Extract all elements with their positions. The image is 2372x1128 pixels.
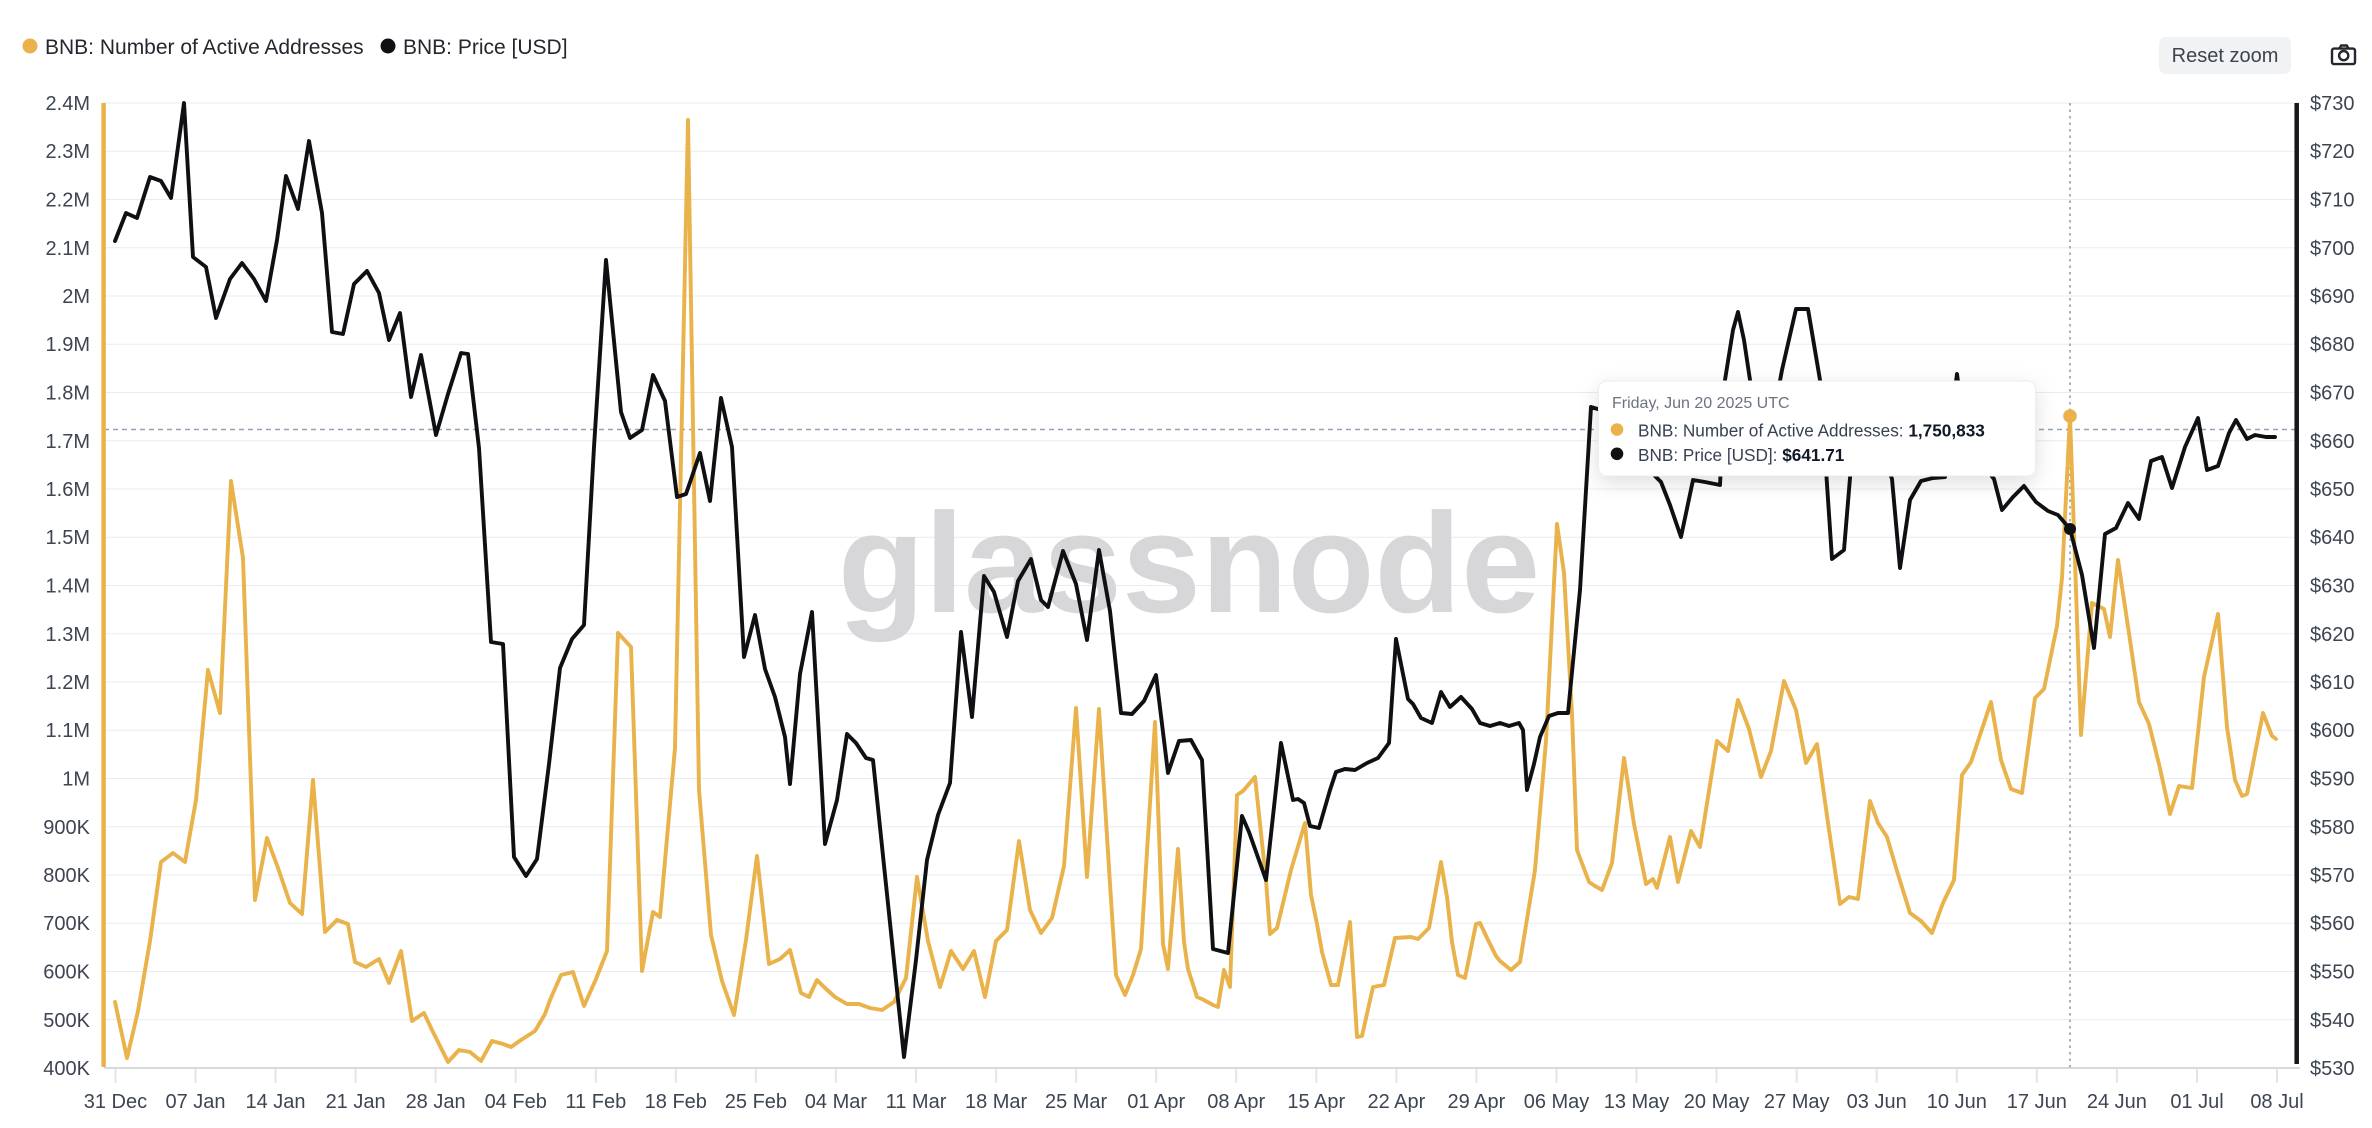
svg-text:1M: 1M	[62, 769, 90, 791]
svg-text:2.2M: 2.2M	[46, 190, 90, 212]
svg-text:BNB: Price [USD]: $641.71: BNB: Price [USD]: $641.71	[1638, 445, 1845, 465]
svg-text:$590: $590	[2310, 769, 2355, 791]
svg-text:2M: 2M	[62, 286, 90, 308]
svg-text:04 Feb: 04 Feb	[485, 1091, 547, 1113]
svg-text:$720: $720	[2310, 141, 2355, 163]
svg-text:$670: $670	[2310, 383, 2355, 405]
svg-text:$570: $570	[2310, 865, 2355, 887]
svg-text:1.7M: 1.7M	[46, 431, 90, 453]
svg-text:01 Apr: 01 Apr	[1127, 1091, 1185, 1113]
svg-text:25 Feb: 25 Feb	[725, 1091, 787, 1113]
svg-text:$610: $610	[2310, 672, 2355, 694]
svg-text:29 Apr: 29 Apr	[1447, 1091, 1505, 1113]
svg-text:08 Apr: 08 Apr	[1207, 1091, 1265, 1113]
svg-text:13 May: 13 May	[1604, 1091, 1670, 1113]
svg-text:Friday, Jun 20 2025 UTC: Friday, Jun 20 2025 UTC	[1612, 395, 1790, 412]
svg-text:Reset zoom: Reset zoom	[2172, 45, 2279, 67]
svg-text:500K: 500K	[43, 1010, 90, 1032]
svg-text:1.4M: 1.4M	[46, 576, 90, 598]
svg-text:600K: 600K	[43, 962, 90, 984]
svg-text:1.3M: 1.3M	[46, 624, 90, 646]
svg-text:22 Apr: 22 Apr	[1367, 1091, 1425, 1113]
svg-text:28 Jan: 28 Jan	[406, 1091, 466, 1113]
svg-text:20 May: 20 May	[1684, 1091, 1750, 1113]
svg-text:10 Jun: 10 Jun	[1927, 1091, 1987, 1113]
svg-text:11 Mar: 11 Mar	[886, 1091, 947, 1113]
svg-text:1.9M: 1.9M	[46, 334, 90, 356]
svg-text:06 May: 06 May	[1524, 1091, 1590, 1113]
svg-text:11 Feb: 11 Feb	[565, 1091, 626, 1113]
svg-text:400K: 400K	[43, 1058, 90, 1080]
svg-text:$550: $550	[2310, 962, 2355, 984]
svg-text:BNB: Number of Active Addresse: BNB: Number of Active Addresses	[45, 36, 364, 59]
svg-text:31 Dec: 31 Dec	[84, 1091, 147, 1113]
svg-text:BNB: Price [USD]: BNB: Price [USD]	[403, 36, 568, 59]
svg-text:2.1M: 2.1M	[46, 238, 90, 260]
svg-text:24 Jun: 24 Jun	[2087, 1091, 2147, 1113]
svg-text:$630: $630	[2310, 576, 2355, 598]
svg-text:2.3M: 2.3M	[46, 141, 90, 163]
svg-text:$690: $690	[2310, 286, 2355, 308]
svg-text:$540: $540	[2310, 1010, 2355, 1032]
svg-text:700K: 700K	[43, 913, 90, 935]
svg-text:$660: $660	[2310, 431, 2355, 453]
svg-text:07 Jan: 07 Jan	[165, 1091, 225, 1113]
svg-text:$730: $730	[2310, 93, 2355, 115]
svg-text:01 Jul: 01 Jul	[2170, 1091, 2223, 1113]
svg-text:15 Apr: 15 Apr	[1287, 1091, 1345, 1113]
svg-text:$620: $620	[2310, 624, 2355, 646]
svg-text:18 Feb: 18 Feb	[645, 1091, 707, 1113]
svg-text:1.5M: 1.5M	[46, 527, 90, 549]
svg-text:$680: $680	[2310, 334, 2355, 356]
svg-text:$560: $560	[2310, 913, 2355, 935]
svg-text:1.1M: 1.1M	[46, 720, 90, 742]
svg-text:18 Mar: 18 Mar	[965, 1091, 1028, 1113]
svg-text:$650: $650	[2310, 479, 2355, 501]
svg-text:900K: 900K	[43, 817, 90, 839]
svg-text:$710: $710	[2310, 190, 2355, 212]
svg-text:08 Jul: 08 Jul	[2250, 1091, 2303, 1113]
svg-text:17 Jun: 17 Jun	[2007, 1091, 2067, 1113]
svg-text:BNB: Number of Active Addresse: BNB: Number of Active Addresses: 1,750,8…	[1638, 421, 1985, 441]
svg-text:27 May: 27 May	[1764, 1091, 1830, 1113]
svg-text:21 Jan: 21 Jan	[326, 1091, 386, 1113]
svg-text:14 Jan: 14 Jan	[245, 1091, 305, 1113]
svg-text:glassnode: glassnode	[838, 484, 1540, 643]
svg-text:$580: $580	[2310, 817, 2355, 839]
svg-text:800K: 800K	[43, 865, 90, 887]
svg-text:$640: $640	[2310, 527, 2355, 549]
svg-text:$700: $700	[2310, 238, 2355, 260]
svg-text:$600: $600	[2310, 720, 2355, 742]
svg-text:25 Mar: 25 Mar	[1045, 1091, 1108, 1113]
svg-text:1.8M: 1.8M	[46, 383, 90, 405]
svg-text:1.2M: 1.2M	[46, 672, 90, 694]
svg-text:04 Mar: 04 Mar	[805, 1091, 868, 1113]
svg-text:2.4M: 2.4M	[46, 93, 90, 115]
svg-text:$530: $530	[2310, 1058, 2355, 1080]
svg-text:1.6M: 1.6M	[46, 479, 90, 501]
svg-text:03 Jun: 03 Jun	[1847, 1091, 1907, 1113]
